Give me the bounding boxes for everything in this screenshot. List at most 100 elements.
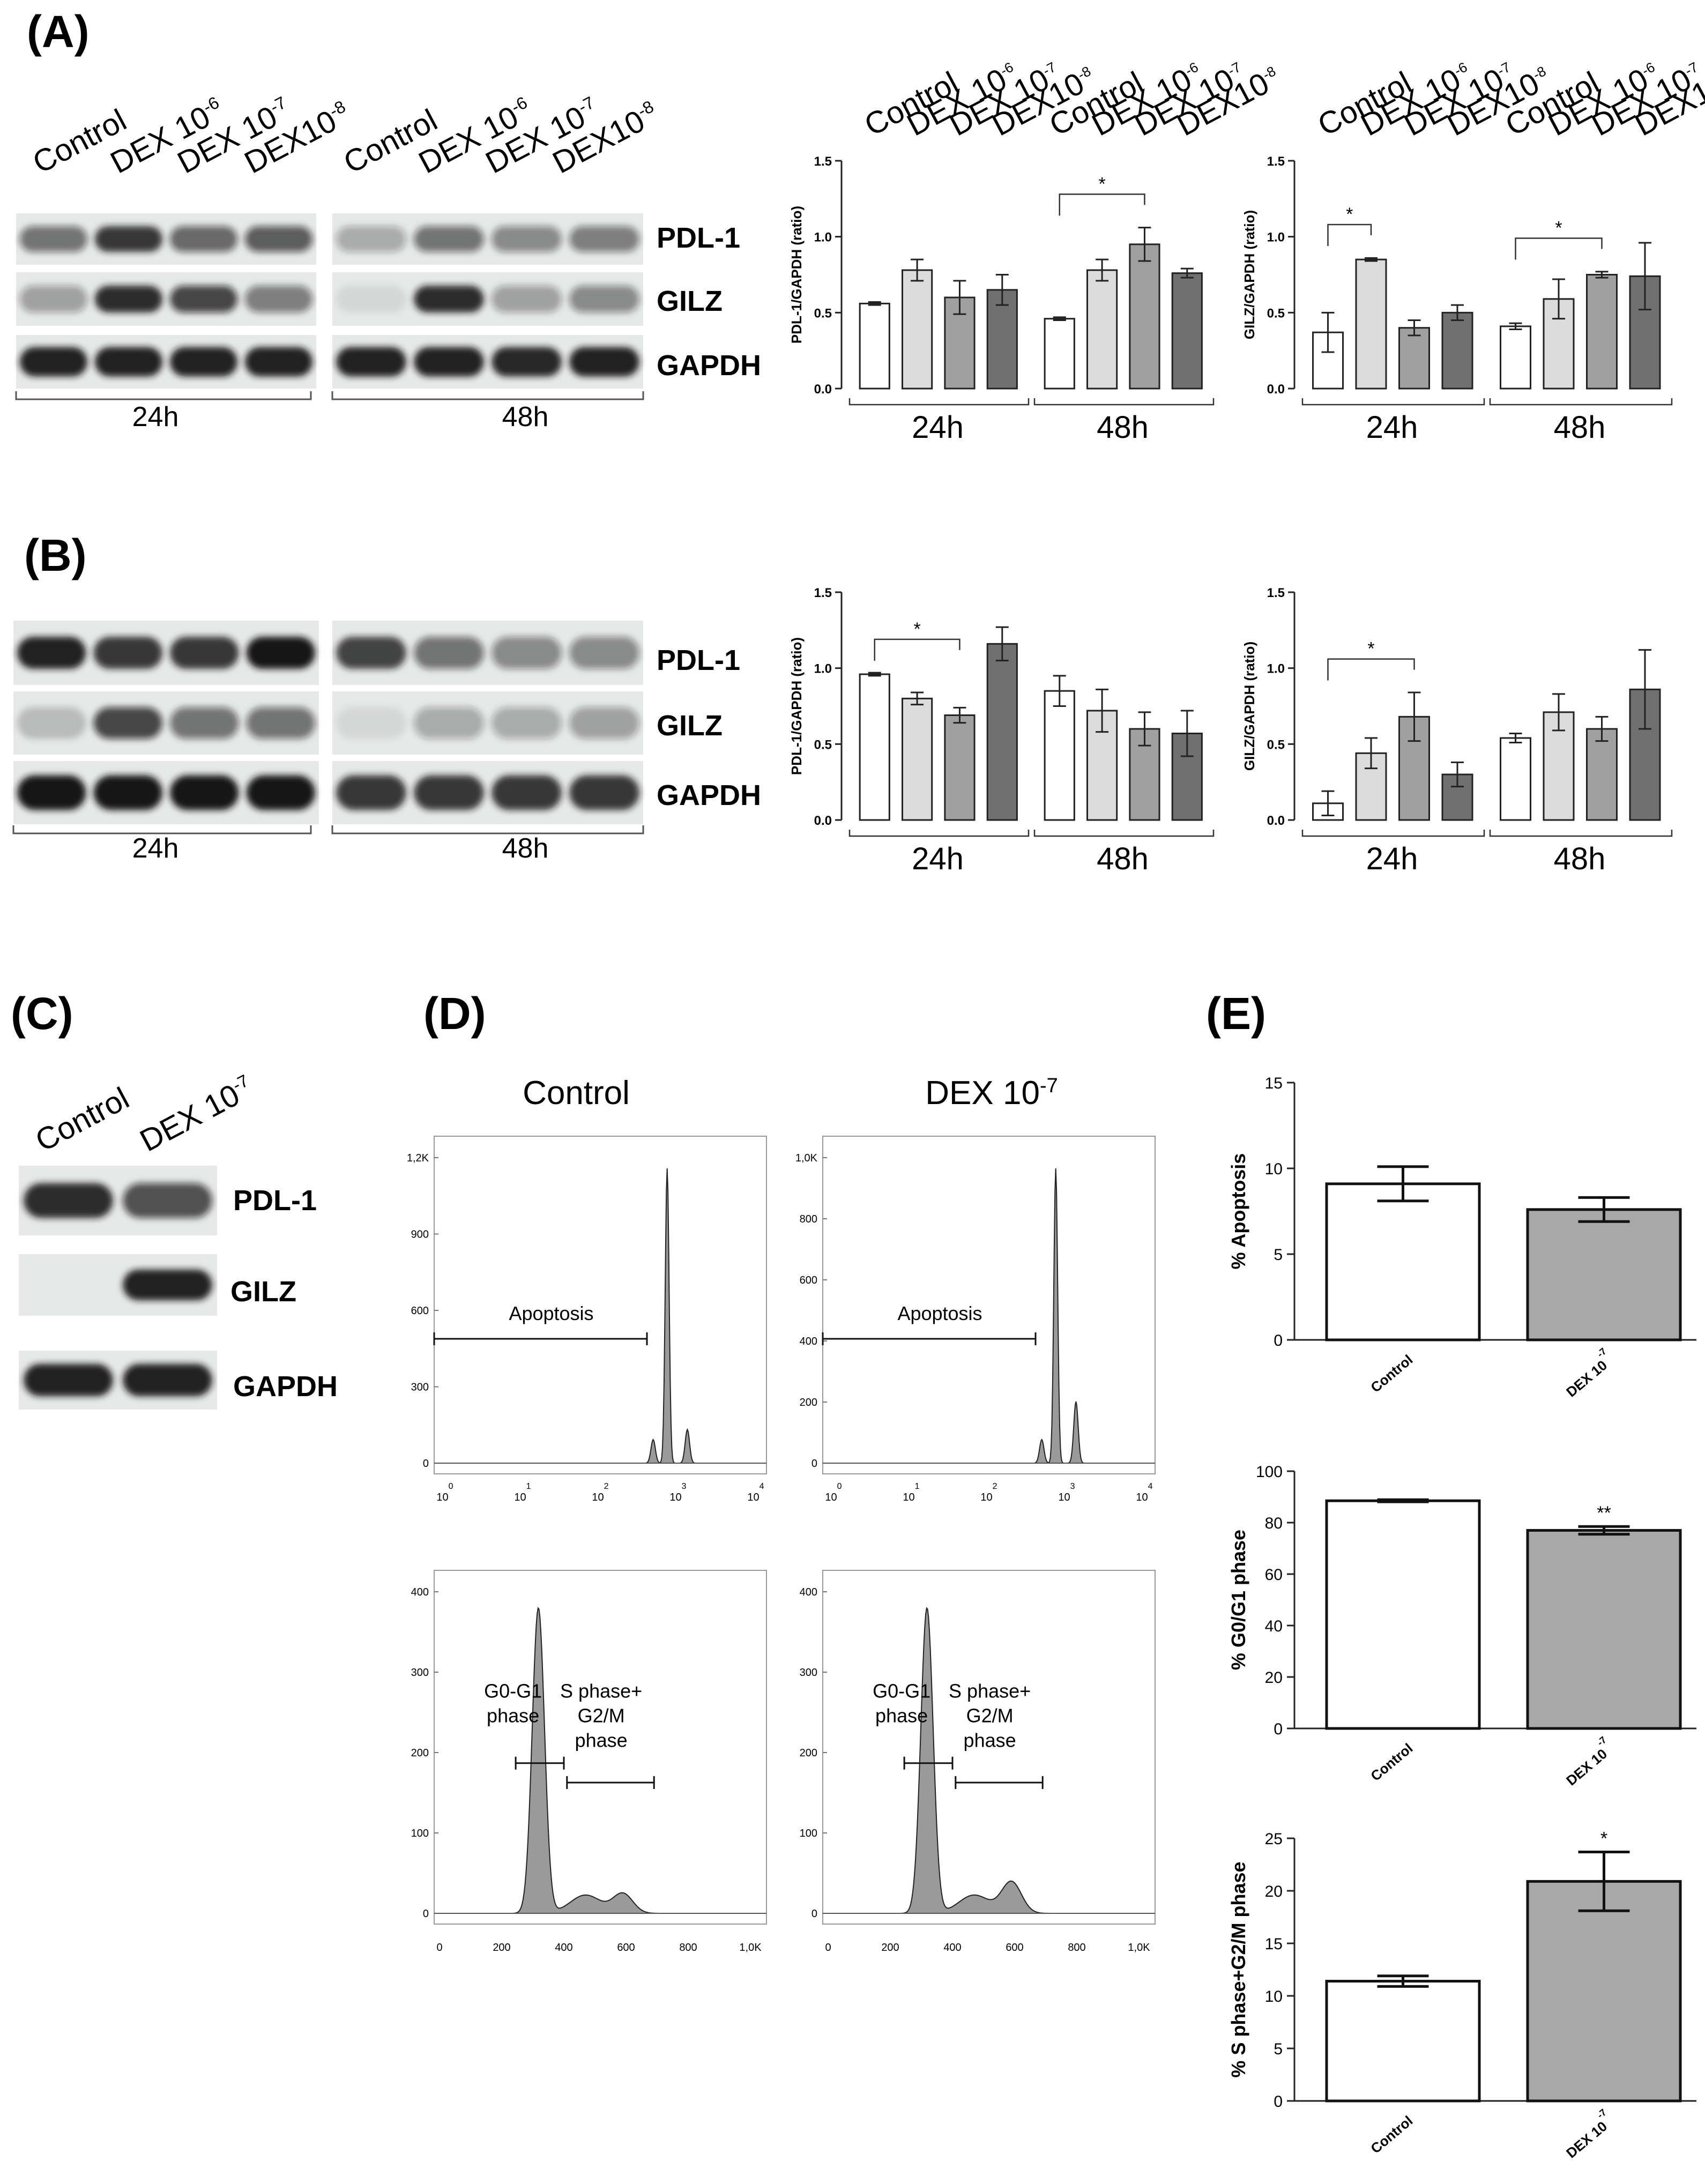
bar	[1441, 311, 1473, 390]
group-label: 24h	[912, 410, 964, 445]
blot-band	[170, 347, 237, 377]
group-label: 48h	[1097, 841, 1149, 876]
blot-band	[20, 226, 87, 252]
blot-band	[123, 1363, 212, 1397]
flow-x-tick-label: 200	[881, 1942, 899, 1954]
y-tick-label: 1.0	[1267, 662, 1285, 676]
g0g1-label: G0-G1	[873, 1680, 930, 1702]
blot-band	[93, 775, 162, 810]
blot-band	[20, 286, 87, 312]
blot-band	[245, 286, 312, 312]
group-label: 24h	[912, 841, 964, 876]
blot-band	[170, 637, 239, 669]
blot-band	[569, 226, 639, 252]
y-tick-label: 1.0	[814, 662, 832, 676]
chart-b-pdl1-gapdh: 0.0 0.5 1.0 1.5 PDL-1/GAPDH (ratio) 24h 48h *	[788, 586, 1215, 876]
group-bracket	[1301, 830, 1485, 837]
group-label: 48h	[1097, 410, 1149, 445]
flow-x-tick-label: 0	[436, 1942, 442, 1954]
sg2m-label: G2/M	[966, 1705, 1014, 1727]
y-tick-label: 40	[1265, 1617, 1283, 1635]
bar	[1586, 728, 1618, 821]
category-label: DEX 10-7	[1558, 1346, 1617, 1400]
panel-letter-e: (E)	[1206, 988, 1266, 1039]
flow-y-tick-label: 200	[800, 1397, 817, 1408]
blot-band	[95, 286, 162, 312]
blot-band	[414, 226, 484, 252]
time-bracket	[331, 391, 644, 400]
flow-x-tick-label: 800	[1068, 1942, 1085, 1954]
g0g1-label: G0-G1	[484, 1680, 542, 1702]
time-bracket	[15, 391, 312, 400]
blot-band	[170, 226, 237, 252]
blot-band	[336, 707, 406, 739]
flow-x-tick-label: 103	[669, 1482, 686, 1503]
blot-band	[24, 1363, 113, 1397]
bar	[1325, 1980, 1481, 2103]
blot-band	[95, 226, 162, 252]
flow-plot-frame	[822, 1136, 1156, 1474]
panel-letter-d: (D)	[423, 988, 486, 1039]
group-bracket	[848, 398, 1030, 406]
chart-b-gilz-gapdh: 0.0 0.5 1.0 1.5 GILZ/GAPDH (ratio) 24h 48h *	[1241, 586, 1673, 876]
time-label: 48h	[502, 401, 549, 433]
protein-label-gilz: GILZ	[657, 285, 723, 317]
y-tick-label: 0.5	[1267, 737, 1285, 752]
flow-x-tick-label: 600	[1006, 1942, 1023, 1954]
blot-band	[492, 347, 562, 377]
significance-bracket	[874, 638, 961, 661]
lane-label: Control	[30, 1080, 135, 1158]
blot-band	[492, 707, 562, 739]
y-axis-label: PDL-1/GAPDH (ratio)	[788, 637, 805, 775]
group-label: 24h	[1366, 410, 1418, 445]
flow-plot-frame	[822, 1570, 1156, 1925]
y-tick-label: 100	[1256, 1463, 1283, 1481]
blot-band	[414, 637, 484, 669]
protein-label-gapdh: GAPDH	[657, 349, 761, 382]
bar	[1325, 1182, 1481, 1341]
significance-bracket	[1059, 193, 1145, 216]
blot-band	[492, 226, 562, 252]
bar	[986, 289, 1018, 390]
y-tick-label: 0.0	[814, 814, 832, 828]
flow-x-tick-label: 400	[943, 1942, 961, 1954]
bar	[1171, 272, 1203, 390]
flow-x-tick-label: 101	[514, 1482, 531, 1503]
flow-x-tick-label: 100	[825, 1482, 842, 1503]
blot-band	[170, 775, 239, 810]
sg2m-label: S phase+	[949, 1680, 1031, 1702]
y-tick-label: 1.5	[1267, 586, 1285, 600]
y-axis-label: PDL-1/GAPDH (ratio)	[788, 206, 805, 344]
flow-plot-frame	[434, 1136, 767, 1474]
significance-label: *	[1098, 174, 1105, 194]
flow-x-tick-label: 102	[980, 1482, 997, 1503]
y-tick-label: 0.5	[1267, 306, 1285, 320]
bar	[1355, 258, 1387, 390]
bar	[1044, 318, 1075, 390]
flow-x-tick-label: 1,0K	[739, 1942, 762, 1954]
western-blot-c: Control DEX 10-7 PDL-1 GILZ GAPDH	[19, 1071, 338, 1410]
y-tick-label: 5	[1274, 1246, 1283, 1264]
time-label: 48h	[502, 833, 549, 864]
blot-band	[336, 347, 406, 377]
blot-band	[569, 707, 639, 739]
flow-x-tick-label: 102	[592, 1482, 608, 1503]
group-label: 48h	[1554, 841, 1606, 876]
category-label: Control	[1367, 1740, 1416, 1784]
bar	[1526, 1529, 1682, 1730]
flow-y-tick-label: 100	[411, 1828, 429, 1839]
blot-band	[569, 775, 639, 810]
y-tick-label: 15	[1265, 1935, 1283, 1953]
flow-y-tick-label: 0	[423, 1458, 429, 1470]
flow-y-tick-label: 300	[800, 1667, 817, 1679]
bar	[859, 673, 890, 821]
blot-band	[24, 1270, 113, 1301]
y-tick-label: 60	[1265, 1566, 1283, 1584]
protein-label-pdl-1: PDL-1	[657, 222, 740, 254]
g0g1-label: phase	[487, 1705, 539, 1727]
significance-label: *	[1346, 204, 1353, 225]
flow-x-tick-label: 600	[617, 1942, 635, 1954]
blot-band	[245, 226, 312, 252]
y-tick-label: 0.5	[814, 306, 832, 320]
